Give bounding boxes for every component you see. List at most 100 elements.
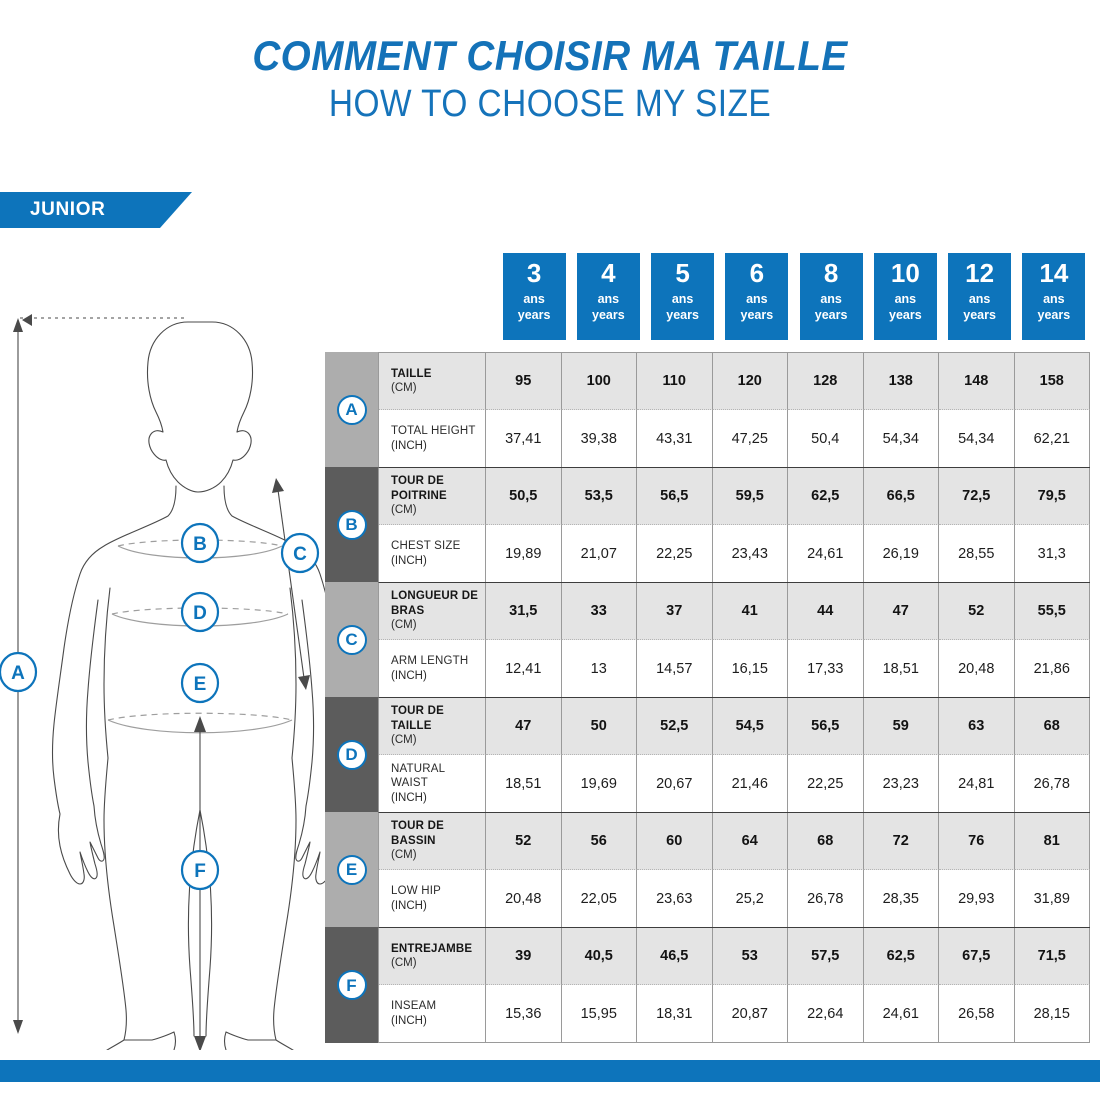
measurement-name: TOUR DE POITRINE: [391, 475, 447, 502]
size-chip-ans: ans: [671, 292, 694, 307]
size-chip-4[interactable]: 4 ans years: [576, 253, 640, 340]
table-cell: 56: [561, 813, 637, 870]
measurement-letter-cell-a: A: [325, 352, 378, 467]
measurement-rows: LONGUEUR DE BRAS (CM) 31,5 33 37 41 44 47 52 55,5…: [378, 582, 1090, 697]
footer-bar: [0, 1060, 1100, 1082]
table-cell: 47: [486, 698, 562, 755]
size-chip-6[interactable]: 6 ans years: [725, 253, 789, 340]
table-cell: 15,36: [486, 985, 562, 1042]
size-chip-ans: ans: [523, 292, 545, 307]
table-cell: 110: [637, 353, 713, 410]
banner-label: JUNIOR: [30, 199, 106, 220]
measurement-name: NATURAL WAIST: [391, 762, 445, 790]
size-chip-ans: ans: [746, 292, 768, 307]
size-chip-number: 10: [890, 258, 920, 288]
table-cell: 47: [863, 583, 939, 640]
table-cell: 18,51: [486, 755, 562, 812]
table-cell: 76: [939, 813, 1015, 870]
table-cell: 23,23: [864, 755, 939, 812]
table-cell: 67,5: [939, 928, 1015, 985]
measurement-unit: (INCH): [391, 791, 427, 804]
measurement-name: TOUR DE BASSIN: [391, 820, 444, 847]
table-cell: 66,5: [863, 468, 939, 525]
size-chip-number: 8: [823, 258, 839, 288]
table-cell: 81: [1014, 813, 1090, 870]
measurement-group-f: F ENTREJAMBE (CM) 39 40,5 46,5 53 57,5 62,5 67,5 7…: [325, 927, 1090, 1043]
measurement-unit: (CM): [391, 849, 417, 862]
size-header-row: 3 ans years 4 ans years 5 ans years 6 ans years 8 ans…: [0, 253, 1100, 343]
measurement-label: LOW HIP (INCH): [379, 870, 486, 927]
measurement-label: INSEAM (INCH): [379, 985, 486, 1042]
table-cell: 25,2: [713, 870, 788, 927]
table-cell: 24,61: [864, 985, 939, 1042]
table-cell: 19,89: [486, 525, 562, 582]
table-cell: 64: [712, 813, 788, 870]
size-chip-8[interactable]: 8 ans years: [799, 253, 863, 340]
table-cell: 41: [712, 583, 788, 640]
table-row: TAILLE (CM) 95 100 110 120 128 138 148 158: [379, 353, 1090, 410]
table-cell: 21,07: [562, 525, 637, 582]
measurement-rows: TOUR DE POITRINE (CM) 50,5 53,5 56,5 59,5 62,5…: [378, 467, 1090, 582]
measurement-badge-d: D: [336, 739, 367, 770]
size-chip-ans: ans: [894, 292, 917, 307]
measurement-letter-cell-b: B: [325, 467, 378, 582]
table-cell: 68: [788, 813, 864, 870]
table-cell: 15,95: [562, 985, 637, 1042]
table-row: ARM LENGTH (INCH) 12,41 13 14,57 16,15 17,33 18…: [379, 640, 1090, 697]
page-title-en: HOW TO CHOOSE MY SIZE: [328, 83, 772, 126]
size-chip-12[interactable]: 12 ans years: [948, 253, 1012, 340]
size-chip-ans: ans: [597, 292, 620, 307]
table-cell: 39,38: [562, 410, 637, 467]
measurement-name: TOUR DE TAILLE: [391, 705, 444, 732]
measurement-unit: (INCH): [391, 669, 427, 682]
table-cell: 24,81: [939, 755, 1015, 812]
table-cell: 28,35: [864, 870, 939, 927]
measurement-unit: (INCH): [391, 1014, 427, 1027]
measurement-unit: (CM): [391, 957, 417, 969]
table-cell: 56,5: [788, 698, 864, 755]
table-cell: 12,41: [486, 640, 562, 697]
figure-marker-f: F: [180, 849, 220, 891]
size-chip-ans: ans: [968, 292, 991, 307]
svg-text:F: F: [194, 861, 206, 882]
table-cell: 50: [561, 698, 637, 755]
size-chip-10[interactable]: 10 ans years: [873, 253, 937, 340]
size-chip-3[interactable]: 3 ans years: [502, 253, 566, 340]
measurement-label: TOUR DE TAILLE (CM): [379, 698, 486, 755]
size-chip-5[interactable]: 5 ans years: [651, 253, 715, 340]
size-chip-years: years: [666, 308, 699, 323]
table-row: TOUR DE TAILLE (CM) 47 50 52,5 54,5 56,5 59 63 68: [379, 698, 1090, 755]
svg-text:C: C: [293, 544, 307, 565]
table-cell: 158: [1014, 353, 1090, 410]
size-chip-number: 3: [526, 258, 542, 288]
measurement-name: CHEST SIZE: [391, 540, 461, 553]
table-cell: 50,4: [788, 410, 864, 467]
table-cell: 57,5: [788, 928, 864, 985]
table-cell: 28,55: [939, 525, 1015, 582]
table-cell: 60: [637, 813, 713, 870]
measurement-badge-b: B: [336, 509, 367, 540]
table-row: CHEST SIZE (INCH) 19,89 21,07 22,25 23,43 24,6…: [379, 525, 1090, 582]
table-cell: 43,31: [637, 410, 713, 467]
measurement-group-c: C LONGUEUR DE BRAS (CM) 31,5 33 37 41 44 47 52 55,…: [325, 582, 1090, 697]
table-row: TOTAL HEIGHT (INCH) 37,41 39,38 43,31 47,25 50…: [379, 410, 1090, 467]
size-chip-14[interactable]: 14 ans years: [1022, 253, 1086, 340]
table-cell: 52: [939, 583, 1015, 640]
table-cell: 138: [863, 353, 939, 410]
size-chip-years: years: [1037, 308, 1071, 323]
measurement-label: TOTAL HEIGHT (INCH): [379, 410, 486, 467]
measurement-rows: ENTREJAMBE (CM) 39 40,5 46,5 53 57,5 62,5 67,5 71…: [378, 927, 1090, 1043]
table-cell: 59: [863, 698, 939, 755]
measurement-label: TOUR DE POITRINE (CM): [379, 468, 486, 525]
measurement-letter-cell-d: D: [325, 697, 378, 812]
table-cell: 26,19: [864, 525, 939, 582]
title-block: COMMENT CHOISIR MA TAILLE HOW TO CHOOSE …: [0, 33, 1100, 126]
size-chip-years: years: [814, 308, 848, 323]
table-cell: 37: [637, 583, 713, 640]
measurement-name: LONGUEUR DE BRAS: [391, 590, 479, 617]
measurement-label: TOUR DE BASSIN (CM): [379, 813, 486, 870]
table-cell: 26,78: [788, 870, 864, 927]
figure-marker-b: B: [180, 522, 220, 564]
size-chip-number: 6: [749, 258, 765, 288]
